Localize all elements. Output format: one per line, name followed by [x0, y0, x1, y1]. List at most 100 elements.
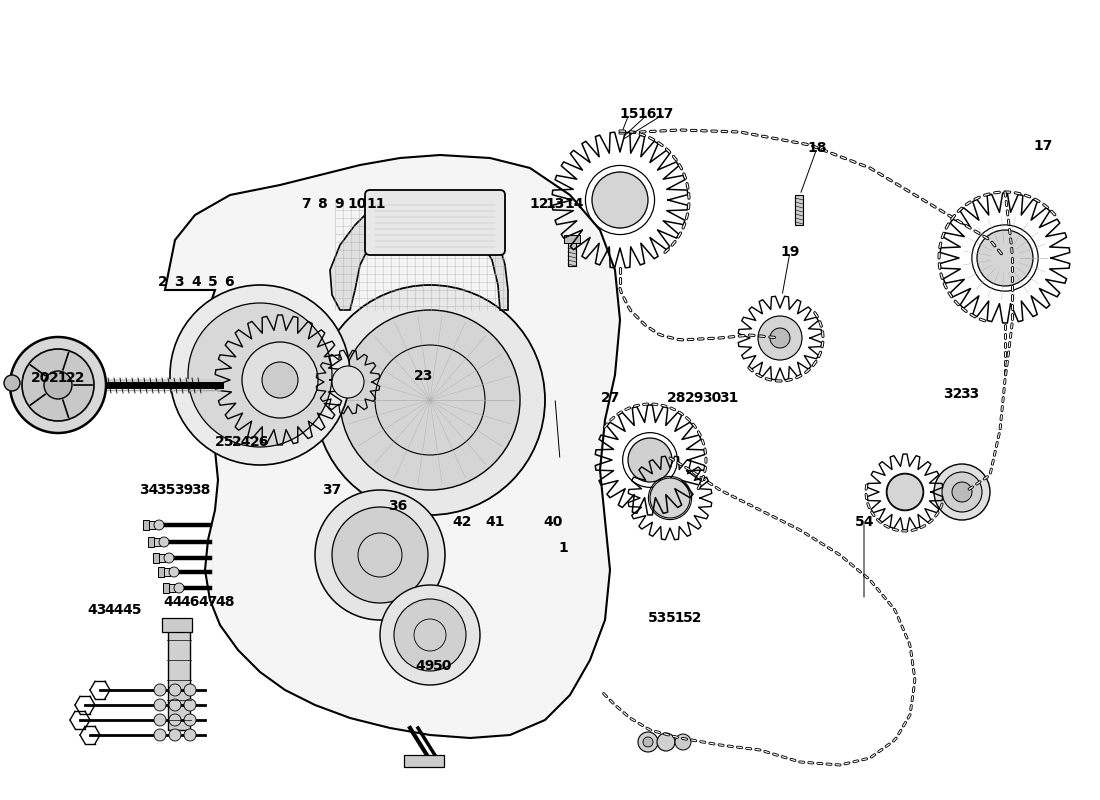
Text: 40: 40	[543, 514, 563, 529]
Text: 44: 44	[163, 594, 183, 609]
Circle shape	[952, 482, 972, 502]
Text: 29: 29	[684, 390, 704, 405]
Circle shape	[154, 699, 166, 711]
Circle shape	[644, 737, 653, 747]
Bar	[404, 755, 444, 767]
Circle shape	[638, 732, 658, 752]
Text: 12: 12	[529, 197, 549, 211]
Text: 28: 28	[667, 390, 686, 405]
Circle shape	[184, 729, 196, 741]
Circle shape	[188, 303, 332, 447]
Bar	[153, 553, 159, 563]
Bar	[795, 195, 803, 225]
Polygon shape	[330, 198, 508, 310]
Circle shape	[169, 567, 179, 577]
Circle shape	[154, 729, 166, 741]
Text: 21: 21	[48, 370, 68, 385]
Circle shape	[154, 714, 166, 726]
Text: 7: 7	[301, 197, 310, 211]
Text: 49: 49	[415, 658, 434, 673]
Circle shape	[942, 472, 982, 512]
Text: 26: 26	[250, 434, 270, 449]
Circle shape	[184, 714, 196, 726]
Text: 31: 31	[719, 390, 739, 405]
Text: 52: 52	[683, 610, 703, 625]
Circle shape	[160, 537, 169, 547]
Text: 51: 51	[666, 610, 685, 625]
Circle shape	[154, 520, 164, 530]
Text: 9: 9	[334, 197, 343, 211]
Polygon shape	[165, 155, 620, 738]
Bar	[152, 538, 160, 546]
Text: 10: 10	[348, 197, 367, 211]
Circle shape	[169, 684, 182, 696]
Text: 14: 14	[564, 197, 584, 211]
Bar	[168, 620, 190, 730]
FancyBboxPatch shape	[365, 190, 505, 255]
Text: 23: 23	[414, 369, 433, 383]
Circle shape	[170, 285, 350, 465]
Text: 50: 50	[432, 658, 452, 673]
Text: 38: 38	[191, 482, 211, 497]
Text: 8: 8	[318, 197, 327, 211]
Text: 17: 17	[1033, 139, 1053, 154]
Circle shape	[650, 478, 690, 518]
Circle shape	[340, 310, 520, 490]
Text: 36: 36	[388, 498, 408, 513]
Text: 37: 37	[322, 482, 342, 497]
Text: 18: 18	[807, 141, 827, 155]
Circle shape	[164, 553, 174, 563]
Text: 6: 6	[224, 274, 233, 289]
Text: 53: 53	[648, 610, 668, 625]
Text: 34: 34	[139, 482, 158, 497]
Circle shape	[169, 714, 182, 726]
Text: 30: 30	[702, 390, 722, 405]
Circle shape	[394, 599, 466, 671]
Bar	[158, 567, 164, 577]
Circle shape	[379, 585, 480, 685]
Text: 44: 44	[104, 602, 124, 617]
Bar	[163, 583, 169, 593]
Bar	[167, 584, 175, 592]
Text: 45: 45	[122, 602, 142, 617]
Text: 1: 1	[559, 541, 568, 555]
Text: 24: 24	[232, 434, 252, 449]
Text: 3: 3	[175, 274, 184, 289]
Circle shape	[332, 507, 428, 603]
Circle shape	[628, 438, 672, 482]
Circle shape	[657, 733, 675, 751]
Text: 46: 46	[180, 594, 200, 609]
Text: 48: 48	[216, 594, 235, 609]
Circle shape	[332, 366, 364, 398]
Circle shape	[675, 734, 691, 750]
Text: 47: 47	[198, 594, 218, 609]
Bar	[162, 618, 192, 632]
Circle shape	[887, 474, 923, 510]
Text: 39: 39	[174, 482, 194, 497]
Circle shape	[154, 684, 166, 696]
Bar	[162, 568, 170, 576]
Circle shape	[315, 285, 544, 515]
Text: 33: 33	[960, 387, 980, 402]
Circle shape	[977, 230, 1033, 286]
Text: 32: 32	[943, 387, 962, 402]
Text: 27: 27	[601, 390, 620, 405]
Text: 54: 54	[855, 514, 875, 529]
Text: 20: 20	[31, 370, 51, 385]
Circle shape	[184, 699, 196, 711]
Circle shape	[934, 464, 990, 520]
Circle shape	[44, 371, 72, 399]
Text: 15: 15	[619, 107, 639, 122]
Text: 13: 13	[546, 197, 565, 211]
Text: 42: 42	[452, 514, 472, 529]
Text: 5: 5	[208, 274, 217, 289]
Text: 4: 4	[191, 274, 200, 289]
Text: 25: 25	[214, 434, 234, 449]
Text: 43: 43	[87, 602, 107, 617]
Circle shape	[758, 316, 802, 360]
Bar	[147, 521, 155, 529]
Text: 41: 41	[485, 514, 505, 529]
Circle shape	[169, 699, 182, 711]
Bar	[568, 238, 576, 266]
Bar	[564, 235, 580, 243]
